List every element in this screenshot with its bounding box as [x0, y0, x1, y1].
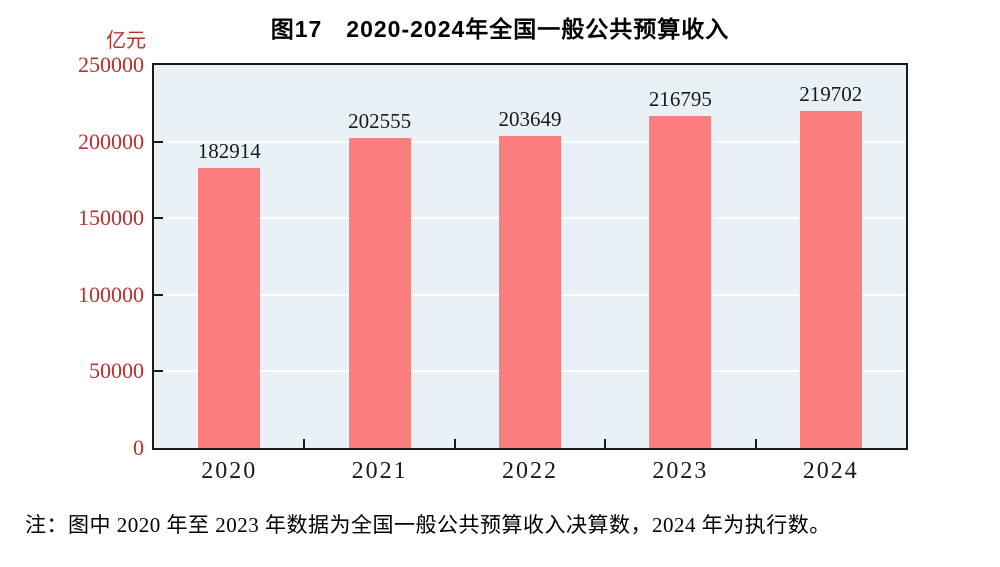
x-tick-label: 2024: [802, 458, 859, 484]
x-tick-label: 2020: [201, 458, 258, 484]
bar-value-label: 202555: [348, 108, 412, 133]
bar-2022: [499, 136, 561, 448]
bar-2021: [348, 137, 411, 448]
y-tick-label: 250000: [78, 52, 144, 77]
y-axis-tick: [154, 140, 163, 143]
plot-area: 182914 202555 203649 216795 219702: [152, 63, 908, 450]
bar-value-label: 219702: [799, 82, 863, 107]
y-axis-tick: [154, 370, 163, 373]
y-axis-tick: [154, 293, 163, 296]
y-tick-label: 200000: [78, 128, 144, 154]
x-tick-label: 2023: [652, 458, 709, 484]
y-axis-unit-label: 亿元: [106, 30, 146, 52]
x-axis-tick: [303, 439, 306, 448]
y-tick-label: 100000: [78, 281, 144, 307]
footnote: 注：图中 2020 年至 2023 年数据为全国一般公共预算收入决算数，2024…: [25, 513, 831, 537]
bar-value-label: 216795: [648, 86, 712, 111]
bar-value-label: 203649: [498, 107, 562, 132]
chart-title: 图17 2020-2024年全国一般公共预算收入: [270, 16, 730, 42]
x-axis-tick: [754, 439, 757, 448]
bar-value-label: 182914: [197, 138, 261, 163]
bar-2024: [799, 111, 862, 448]
bar-2020: [198, 167, 261, 448]
y-tick-label: 0: [133, 435, 144, 460]
y-tick-label: 150000: [78, 205, 144, 231]
y-tick-label: 50000: [89, 358, 144, 384]
y-axis-tick: [154, 217, 163, 220]
x-tick-label: 2022: [501, 458, 558, 484]
x-axis-tick: [604, 439, 607, 448]
x-axis-tick: [453, 439, 456, 448]
bar-2023: [649, 115, 712, 448]
x-tick-label: 2021: [351, 458, 408, 484]
